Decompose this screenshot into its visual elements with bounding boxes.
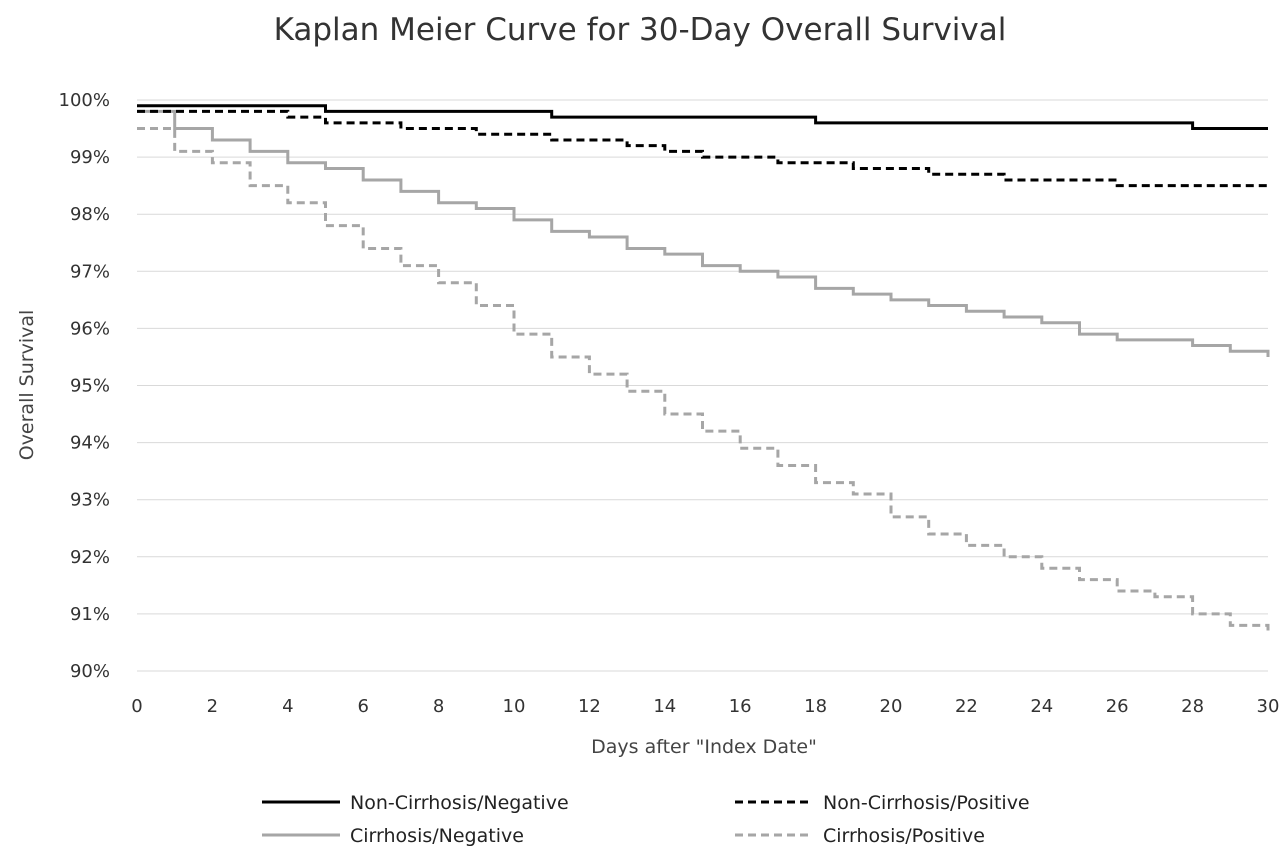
gridlines [137, 99, 1268, 672]
y-tick-label: 95% [70, 376, 110, 397]
x-tick-label: 8 [433, 696, 444, 717]
y-tick-label: 90% [70, 661, 110, 682]
x-tick-label: 0 [131, 696, 142, 717]
series-line-non-cirrhosis-negative [137, 104, 1268, 131]
chart-title: Kaplan Meier Curve for 30-Day Overall Su… [273, 12, 1007, 48]
y-tick-label: 97% [70, 261, 110, 282]
x-tick-label: 2 [207, 696, 218, 717]
y-tick-label: 92% [70, 547, 110, 568]
x-tick-label: 14 [653, 696, 676, 717]
x-axis-label: Days after "Index Date" [591, 736, 817, 758]
x-tick-label: 28 [1181, 696, 1204, 717]
x-tick-label: 10 [503, 696, 526, 717]
series-lines [137, 104, 1270, 632]
series-line-cirrhosis-positive [137, 127, 1270, 632]
legend: Non-Cirrhosis/Negative Non-Cirrhosis/Posi… [262, 792, 1030, 847]
x-tick-label: 20 [880, 696, 903, 717]
x-tick-label: 16 [729, 696, 752, 717]
x-tick-label: 26 [1106, 696, 1129, 717]
legend-label: Cirrhosis/Negative [350, 825, 524, 847]
x-tick-label: 24 [1030, 696, 1053, 717]
x-tick-label: 22 [955, 696, 978, 717]
legend-label: Non-Cirrhosis/Negative [350, 792, 569, 814]
y-tick-label: 94% [70, 433, 110, 454]
x-tick-label: 4 [282, 696, 293, 717]
y-axis-label: Overall Survival [16, 310, 38, 461]
y-tick-label: 93% [70, 490, 110, 511]
x-tick-label: 18 [804, 696, 827, 717]
x-tick-label: 12 [578, 696, 601, 717]
x-tick-labels: 0 2 4 6 8 10 12 14 16 18 20 22 24 26 28 30 [131, 696, 1279, 717]
series-line-non-cirrhosis-positive [137, 109, 1268, 188]
series-line-cirrhosis-negative [137, 109, 1270, 357]
legend-label: Cirrhosis/Positive [823, 825, 985, 847]
x-tick-label: 30 [1257, 696, 1280, 717]
y-tick-label: 99% [70, 147, 110, 168]
x-tick-label: 6 [357, 696, 368, 717]
y-tick-label: 91% [70, 604, 110, 625]
legend-label: Non-Cirrhosis/Positive [823, 792, 1030, 814]
y-tick-labels: 90% 91% 92% 93% 94% 95% 96% 97% 98% 99% 100% [59, 90, 110, 682]
y-tick-label: 96% [70, 318, 110, 339]
y-tick-label: 100% [59, 90, 110, 111]
y-tick-label: 98% [70, 204, 110, 225]
